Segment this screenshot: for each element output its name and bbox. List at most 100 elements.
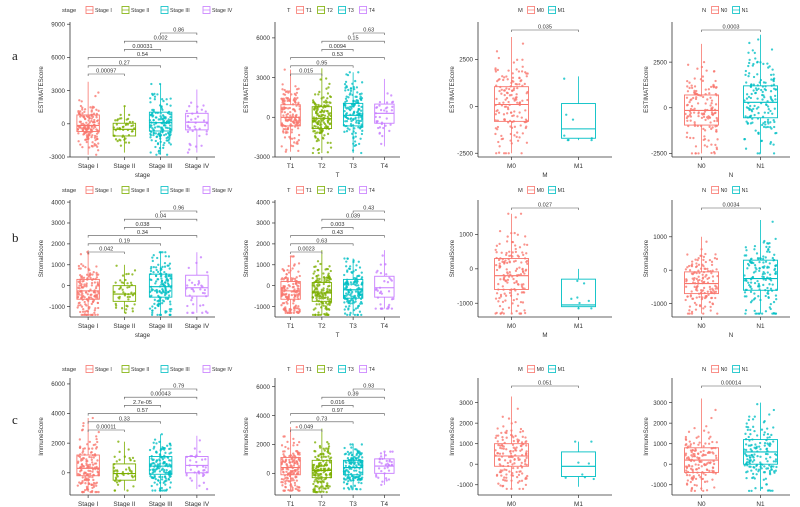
data-point (204, 295, 208, 298)
data-point (329, 289, 332, 292)
data-point (775, 465, 778, 469)
data-point (160, 277, 163, 280)
data-point (160, 433, 164, 436)
data-point (81, 286, 85, 289)
data-point (205, 133, 208, 136)
data-point (320, 464, 323, 468)
data-point (695, 484, 698, 487)
data-point (521, 435, 524, 438)
data-point (153, 126, 157, 129)
data-point (205, 130, 208, 133)
data-point (89, 106, 92, 109)
data-point (498, 304, 502, 308)
data-point (686, 85, 689, 88)
data-point (766, 118, 770, 121)
data-point (156, 256, 159, 260)
data-point (127, 298, 130, 301)
data-point (497, 258, 501, 262)
data-point (508, 261, 512, 264)
data-point (774, 294, 778, 297)
data-point (314, 307, 317, 310)
data-point (758, 445, 761, 448)
data-point (686, 115, 689, 118)
data-point (352, 259, 355, 262)
data-point (155, 280, 158, 283)
data-point (688, 309, 691, 312)
row-label-a: a (12, 48, 18, 63)
data-point (190, 287, 193, 291)
data-point (317, 274, 320, 277)
data-point (496, 109, 499, 112)
data-point (511, 89, 514, 92)
data-point (201, 474, 205, 478)
data-point (713, 257, 717, 260)
data-point (282, 278, 285, 281)
data-point (345, 468, 348, 472)
data-point (696, 102, 700, 105)
data-point (715, 257, 719, 261)
data-point (744, 246, 747, 249)
data-point (503, 479, 507, 482)
data-point (498, 262, 501, 265)
p-value-label: 2.7e-05 (133, 400, 152, 406)
p-value-label: 0.96 (173, 206, 184, 212)
data-point (329, 269, 332, 273)
data-point (78, 287, 81, 290)
data-point (89, 128, 93, 132)
data-point (326, 276, 330, 280)
data-point (312, 272, 315, 275)
data-point (169, 97, 172, 100)
data-point (349, 113, 352, 116)
x-tick-label: T1 (287, 163, 295, 170)
jitter-points (563, 77, 593, 142)
data-point (284, 125, 288, 128)
legend-entry: T2 (327, 367, 333, 373)
p-value-label: 0.0023 (298, 247, 315, 253)
data-point (280, 110, 284, 113)
data-point (521, 58, 524, 61)
data-point (711, 126, 714, 129)
data-point (95, 490, 98, 494)
data-point (500, 455, 504, 458)
data-point (87, 478, 90, 481)
data-point (512, 466, 515, 470)
data-point (329, 114, 332, 118)
data-point (329, 95, 333, 99)
data-point (90, 125, 93, 128)
x-tick-label: Stage II (113, 323, 135, 330)
data-point (685, 482, 689, 485)
data-point (522, 291, 526, 294)
data-point (743, 138, 747, 141)
data-point (200, 108, 204, 111)
data-point (509, 85, 512, 88)
data-point (281, 468, 284, 471)
data-point (317, 454, 320, 457)
p-bracket: 0.00097 (87, 69, 125, 76)
data-point (773, 253, 776, 256)
data-point (387, 469, 391, 472)
data-point (291, 455, 294, 458)
data-point (750, 261, 753, 265)
data-point (187, 126, 190, 129)
data-point (521, 84, 524, 87)
data-point (154, 489, 157, 492)
data-point (81, 464, 85, 468)
data-point (692, 136, 695, 140)
y-tick-label: 1000 (51, 262, 65, 269)
data-point (383, 472, 386, 475)
data-point (385, 273, 388, 276)
data-point (518, 76, 521, 79)
legend-title: stage (62, 8, 76, 14)
data-point (349, 117, 353, 120)
data-point (85, 297, 89, 301)
data-point (497, 282, 500, 286)
data-point (351, 488, 354, 491)
data-point (510, 479, 513, 482)
data-point (767, 292, 770, 295)
data-point (748, 462, 752, 465)
data-point (205, 471, 208, 474)
data-point (753, 248, 756, 251)
data-point (324, 313, 327, 317)
bracket-line (87, 413, 198, 416)
